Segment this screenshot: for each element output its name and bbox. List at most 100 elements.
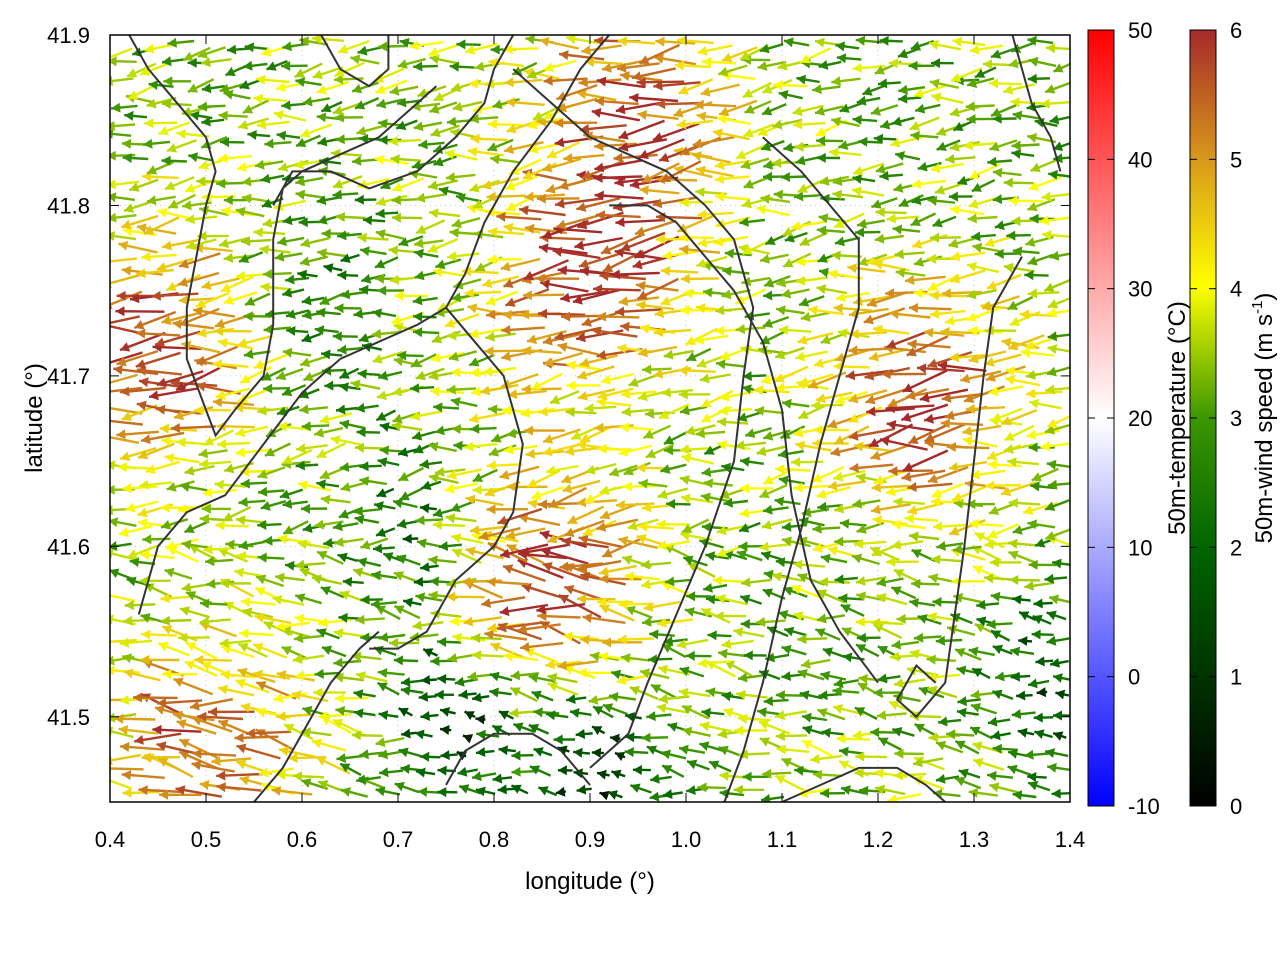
wind-vector — [469, 113, 499, 124]
wind-vector — [187, 78, 215, 94]
wind-vector — [814, 105, 844, 116]
wind-vector — [552, 246, 601, 260]
wind-vector — [618, 119, 665, 140]
wind-vector — [263, 324, 292, 335]
wind-vector — [898, 84, 926, 95]
wind-vector — [817, 708, 846, 721]
wind-vector — [1046, 610, 1067, 621]
wind-vector — [1032, 614, 1052, 625]
wind-vector — [968, 646, 995, 657]
wind-vector — [531, 690, 554, 702]
wind-vector — [215, 520, 249, 531]
wind-vector — [428, 208, 461, 219]
wind-vector — [412, 295, 438, 306]
wind-vector — [362, 215, 386, 226]
wind-vector — [948, 191, 973, 202]
wind-vector — [1027, 73, 1050, 84]
wind-vector — [297, 480, 332, 492]
wind-vector — [223, 253, 255, 263]
wind-vector — [201, 277, 240, 291]
wind-vector — [428, 441, 457, 453]
wind-vector — [161, 155, 187, 166]
wind-vector — [142, 171, 179, 182]
wind-vector — [496, 211, 542, 222]
wind-vector — [1044, 499, 1070, 511]
wind-vector — [986, 273, 1022, 290]
wind-vector — [172, 319, 215, 330]
wind-vector — [835, 41, 860, 52]
wind-vector — [1044, 748, 1069, 758]
wind-vector — [219, 638, 252, 648]
wind-vector — [271, 785, 313, 796]
wind-vector — [855, 576, 887, 586]
wind-vector — [164, 567, 193, 580]
wind-vector — [496, 621, 543, 633]
wind-vector — [986, 619, 1013, 630]
wind-vector — [611, 769, 626, 780]
wind-vector — [178, 295, 218, 306]
wind-vector — [116, 349, 159, 367]
wind-vector — [618, 599, 654, 610]
wind-vector — [237, 334, 274, 348]
wind-vector — [420, 711, 439, 721]
wind-vector — [536, 603, 586, 615]
wind-vector — [927, 195, 956, 206]
wind-vector — [642, 364, 672, 375]
wind-vector — [430, 124, 460, 138]
wind-vector — [891, 539, 924, 550]
wind-vector — [126, 62, 157, 78]
wind-vector — [929, 232, 961, 243]
wind-vector — [712, 128, 750, 141]
wind-vector — [563, 153, 605, 163]
wind-vector — [173, 677, 214, 696]
wind-vector — [971, 667, 991, 680]
wind-vector — [762, 768, 792, 779]
wind-vector — [1024, 580, 1055, 591]
wind-vector — [197, 101, 226, 112]
wind-vector — [157, 208, 192, 220]
wind-vector — [852, 114, 878, 125]
wind-vector — [429, 54, 460, 65]
wind-vector — [561, 536, 609, 549]
wind-vector — [451, 533, 484, 545]
wind-vector — [503, 651, 539, 662]
wind-colorbar-tick-label: 5 — [1230, 147, 1242, 172]
wind-vector — [141, 629, 178, 640]
wind-vector — [949, 205, 985, 216]
wind-vector — [775, 464, 811, 475]
wind-vector — [110, 665, 141, 676]
wind-vector — [418, 139, 445, 150]
wind-vector — [971, 179, 996, 193]
wind-vector — [719, 390, 754, 402]
wind-vector — [510, 784, 529, 795]
wind-vector — [156, 257, 194, 272]
wind-vector — [545, 464, 579, 476]
contour-line — [128, 35, 438, 438]
wind-vector — [146, 195, 176, 206]
wind-vector — [275, 621, 311, 632]
wind-vector — [913, 632, 942, 643]
wind-vector — [856, 521, 885, 534]
wind-vector — [616, 62, 660, 73]
wind-vector — [717, 417, 749, 427]
wind-vector — [501, 324, 545, 335]
wind-vector — [378, 41, 407, 52]
wind-vector — [562, 479, 601, 494]
contour-line — [512, 68, 755, 769]
wind-vector — [110, 639, 137, 643]
wind-vector — [143, 138, 171, 149]
wind-vector — [874, 784, 906, 796]
wind-vector — [530, 372, 563, 391]
wind-vector — [715, 594, 748, 606]
wind-vector — [263, 383, 290, 394]
wind-vector — [212, 397, 255, 408]
wind-vector — [139, 61, 172, 76]
wind-vector — [299, 36, 329, 47]
wind-vector — [840, 603, 865, 617]
wind-vector — [801, 739, 833, 758]
wind-vector — [827, 269, 863, 280]
wind-vector — [740, 577, 772, 588]
wind-vector — [873, 133, 897, 144]
wind-vector — [137, 442, 175, 460]
wind-vector — [430, 352, 465, 363]
